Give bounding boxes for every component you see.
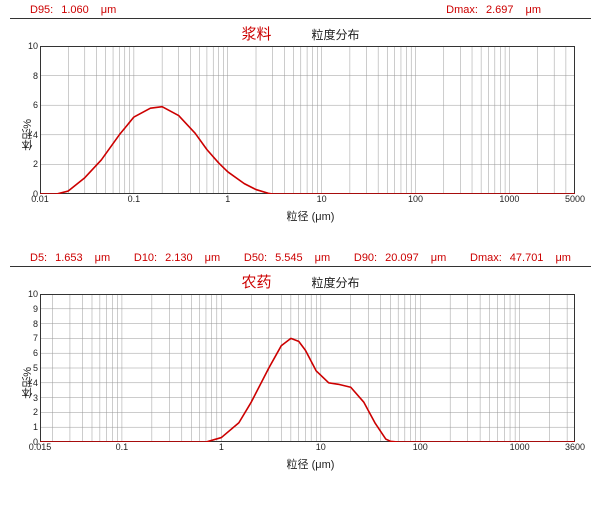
plot-area: 012345678910 bbox=[40, 294, 575, 442]
y-tick: 4 bbox=[33, 378, 38, 388]
stat-item: Dmax: 2.697 μm bbox=[446, 4, 541, 16]
stat-unit: μm bbox=[431, 252, 447, 264]
stat-label: D50: bbox=[244, 252, 267, 264]
y-tick: 2 bbox=[33, 407, 38, 417]
stats-row: D5: 1.653 μm D10: 2.130 μm D50: 5.545 μm D90: 20.0… bbox=[10, 248, 591, 267]
y-ticks: 0246810 bbox=[20, 46, 38, 194]
y-tick: 10 bbox=[28, 289, 38, 299]
stat-unit: μm bbox=[525, 4, 541, 16]
distribution-curve bbox=[40, 338, 575, 442]
stat-label: D10: bbox=[134, 252, 157, 264]
y-ticks: 012345678910 bbox=[20, 294, 38, 442]
stat-unit: μm bbox=[95, 252, 111, 264]
chart-subtitle: 粒度分布 bbox=[312, 26, 360, 43]
y-tick: 6 bbox=[33, 348, 38, 358]
sample-label: 农药 bbox=[241, 271, 271, 292]
x-tick: 100 bbox=[408, 194, 423, 204]
y-tick: 3 bbox=[33, 393, 38, 403]
plot-svg bbox=[40, 46, 575, 194]
stat-value: 2.697 bbox=[486, 4, 514, 16]
x-tick: 5000 bbox=[565, 194, 585, 204]
y-tick: 4 bbox=[33, 130, 38, 140]
stat-label: D90: bbox=[354, 252, 377, 264]
x-tick: 100 bbox=[413, 442, 428, 452]
stat-label: D95: bbox=[30, 4, 53, 16]
stats-row: D95: 1.060 μm Dmax: 2.697 μm bbox=[10, 0, 591, 19]
plot-area: 0246810 bbox=[40, 46, 575, 194]
stat-item: Dmax: 47.701 μm bbox=[470, 252, 571, 264]
stat-item: D90: 20.097 μm bbox=[354, 252, 446, 264]
stat-label: Dmax: bbox=[446, 4, 478, 16]
stat-item: D5: 1.653 μm bbox=[30, 252, 110, 264]
chart-subtitle: 粒度分布 bbox=[312, 274, 360, 291]
x-tick: 10 bbox=[317, 194, 327, 204]
x-tick: 0.1 bbox=[116, 442, 129, 452]
stat-unit: μm bbox=[205, 252, 221, 264]
stat-unit: μm bbox=[315, 252, 331, 264]
stat-value: 5.545 bbox=[275, 252, 303, 264]
x-ticks: 0.0150.111010010003600 bbox=[40, 442, 575, 454]
stat-value: 47.701 bbox=[510, 252, 544, 264]
x-tick: 0.015 bbox=[29, 442, 52, 452]
x-tick: 0.1 bbox=[128, 194, 141, 204]
stat-value: 20.097 bbox=[385, 252, 419, 264]
x-tick: 3600 bbox=[565, 442, 585, 452]
chart-block: 浆料粒度分布体积%02468100.010.111010010005000粒径 … bbox=[0, 19, 601, 232]
y-tick: 10 bbox=[28, 41, 38, 51]
y-tick: 8 bbox=[33, 71, 38, 81]
y-tick: 9 bbox=[33, 304, 38, 314]
stat-value: 2.130 bbox=[165, 252, 193, 264]
stat-unit: μm bbox=[555, 252, 571, 264]
y-tick: 5 bbox=[33, 363, 38, 373]
sample-label: 浆料 bbox=[241, 23, 271, 44]
x-axis-label: 粒径 (μm) bbox=[40, 208, 581, 224]
x-tick: 1000 bbox=[499, 194, 519, 204]
stat-item: D50: 5.545 μm bbox=[244, 252, 330, 264]
x-tick: 0.01 bbox=[31, 194, 49, 204]
stat-unit: μm bbox=[101, 4, 117, 16]
y-tick: 8 bbox=[33, 319, 38, 329]
stat-label: D5: bbox=[30, 252, 47, 264]
y-tick: 7 bbox=[33, 333, 38, 343]
stat-item: D95: 1.060 μm bbox=[30, 4, 116, 16]
y-tick: 2 bbox=[33, 159, 38, 169]
stat-value: 1.060 bbox=[61, 4, 89, 16]
y-tick: 6 bbox=[33, 100, 38, 110]
chart-block: 农药粒度分布体积%0123456789100.0150.111010010003… bbox=[0, 267, 601, 480]
y-tick: 1 bbox=[33, 422, 38, 432]
x-axis-label: 粒径 (μm) bbox=[40, 456, 581, 472]
stat-value: 1.653 bbox=[55, 252, 83, 264]
stat-label: Dmax: bbox=[470, 252, 502, 264]
x-tick: 1 bbox=[225, 194, 230, 204]
x-tick: 10 bbox=[316, 442, 326, 452]
x-tick: 1 bbox=[219, 442, 224, 452]
stat-item: D10: 2.130 μm bbox=[134, 252, 220, 264]
plot-svg bbox=[40, 294, 575, 442]
x-ticks: 0.010.111010010005000 bbox=[40, 194, 575, 206]
x-tick: 1000 bbox=[510, 442, 530, 452]
